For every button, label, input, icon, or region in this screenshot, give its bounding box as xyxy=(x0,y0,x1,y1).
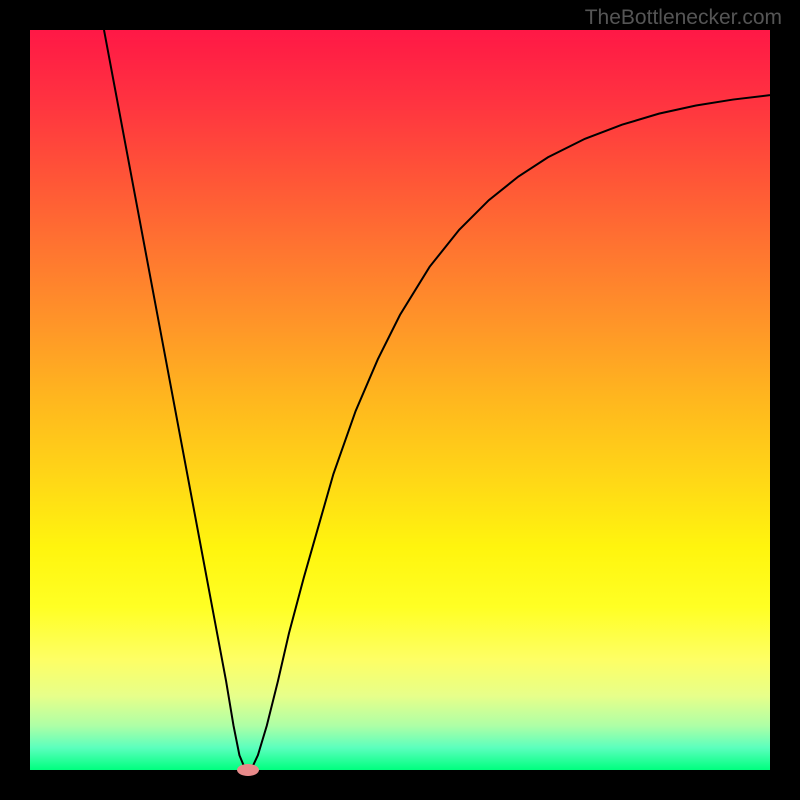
plot-area xyxy=(30,30,770,770)
chart-container: TheBottlenecker.com xyxy=(0,0,800,800)
plot-svg xyxy=(30,30,770,770)
watermark-text: TheBottlenecker.com xyxy=(585,6,782,30)
curve xyxy=(104,30,770,770)
